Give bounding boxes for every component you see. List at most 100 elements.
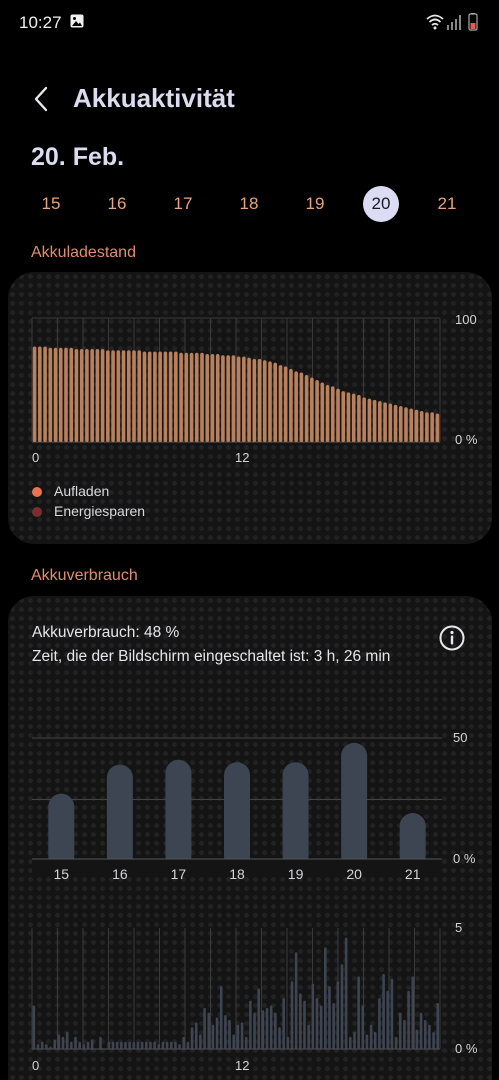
level-bar <box>132 350 136 442</box>
hourly-usage-bar <box>228 1019 231 1049</box>
daily-y-min-label: 0 % <box>453 851 476 866</box>
level-bar <box>388 403 393 442</box>
hourly-usage-bar <box>315 998 319 1049</box>
hourly-usage-bar <box>311 983 315 1049</box>
level-bar <box>126 350 131 442</box>
status-time: 10:27 <box>19 13 62 32</box>
level-bar <box>425 412 429 442</box>
hourly-usage-bar <box>411 976 415 1049</box>
selected-date-title: 20. Feb. <box>31 143 125 171</box>
hourly-usage-bar <box>236 1024 240 1049</box>
hourly-usage-bar <box>86 1041 90 1049</box>
hourly-usage-bar <box>244 1036 248 1049</box>
hourly-usage-bar <box>132 1041 136 1049</box>
hourly-usage-bar <box>249 1000 252 1049</box>
hourly-usage-bar <box>211 1024 215 1049</box>
hourly-usage-bar <box>319 1005 323 1049</box>
level-bar <box>200 352 204 442</box>
day-19[interactable]: 19 <box>305 194 325 213</box>
info-icon[interactable] <box>438 624 466 652</box>
hourly-usage-bar <box>324 947 327 1049</box>
hourly-usage-bar <box>286 1036 290 1049</box>
daily-y-top-label: 50 <box>453 730 467 745</box>
level-bar <box>179 352 183 442</box>
level-bar <box>69 347 74 442</box>
hourly-usage-bar <box>82 1044 86 1049</box>
hourly-usage-bar <box>394 1036 398 1049</box>
level-bar <box>330 386 335 442</box>
hourly-usage-bar <box>419 1012 423 1049</box>
screen-time-text: Zeit, die der Bildschirm eingeschaltet i… <box>32 648 391 665</box>
hourly-usage-bar <box>265 1007 269 1049</box>
hourly-usage-bar <box>353 1032 356 1049</box>
level-bar <box>58 347 63 442</box>
hourly-usage-bar <box>361 1005 365 1049</box>
level-bar <box>242 356 246 442</box>
level-bar <box>294 371 298 442</box>
level-x-label-12: 12 <box>235 450 249 465</box>
hourly-usage-bar <box>357 976 360 1049</box>
level-bar <box>289 368 293 442</box>
hourly-usage-bar <box>428 1024 431 1049</box>
level-bar <box>147 351 152 442</box>
hourly-usage-bar <box>161 1041 165 1049</box>
level-bar <box>336 388 340 442</box>
level-bar <box>273 362 278 442</box>
hourly-usage-bar <box>178 1044 181 1049</box>
hourly-usage-bar <box>120 1041 123 1049</box>
level-bar <box>325 384 330 442</box>
level-bar <box>106 350 110 442</box>
hourly-usage-bar <box>307 1024 310 1049</box>
daily-usage-bar <box>48 793 75 869</box>
day-18[interactable]: 18 <box>239 194 259 213</box>
level-bar <box>174 351 178 442</box>
hourly-usage-bar <box>207 1012 211 1049</box>
hourly-usage-bar <box>90 1039 94 1049</box>
day-21[interactable]: 21 <box>437 194 457 213</box>
hourly-usage-bar <box>107 1041 111 1049</box>
day-16[interactable]: 16 <box>107 194 127 213</box>
level-bar <box>215 353 220 442</box>
level-bar <box>100 349 105 442</box>
level-bar <box>32 346 37 442</box>
hourly-usage-bar <box>407 990 410 1049</box>
level-bar <box>367 398 372 442</box>
level-bar <box>236 356 241 442</box>
level-bar <box>304 375 309 442</box>
hourly-usage-bar <box>157 1044 161 1049</box>
status-bar: 10:27 <box>0 0 499 46</box>
level-bar <box>320 382 325 442</box>
hourly-usage-bar <box>390 978 394 1049</box>
hourly-usage-bar <box>199 1034 202 1049</box>
wifi-icon <box>426 14 444 30</box>
level-bar <box>210 353 215 442</box>
legend-charging-label: Aufladen <box>54 483 110 499</box>
level-bar <box>163 351 168 442</box>
hourly-usage-bar <box>65 1032 69 1049</box>
hourly-usage-bar <box>36 1044 40 1049</box>
charging-legend-dot <box>32 487 42 497</box>
level-y-min-label: 0 % <box>455 432 478 447</box>
battery-icon <box>468 13 478 31</box>
usage-percent-text: Akkuverbrauch: 48 % <box>32 624 180 641</box>
level-bar <box>226 355 230 442</box>
hourly-usage-bar <box>136 1041 140 1049</box>
hourly-usage-bar <box>365 1034 369 1049</box>
level-bar <box>252 358 257 442</box>
level-bar <box>315 380 319 442</box>
day-17[interactable]: 17 <box>173 194 193 213</box>
hourly-usage-bar <box>153 1041 156 1049</box>
level-bar <box>341 391 346 442</box>
system-status-icons <box>426 13 478 31</box>
level-bar <box>137 350 142 442</box>
day-15[interactable]: 15 <box>41 194 61 213</box>
hourly-usage-bar <box>99 1036 102 1049</box>
level-bar <box>310 377 314 442</box>
level-bar <box>383 402 387 442</box>
back-arrow-icon[interactable] <box>30 84 52 114</box>
day-20-selected[interactable]: 20 <box>363 186 399 222</box>
hourly-usage-bar <box>344 937 348 1049</box>
level-bar <box>64 347 68 442</box>
level-bar <box>262 360 267 442</box>
hourly-usage-bar <box>203 1007 206 1049</box>
